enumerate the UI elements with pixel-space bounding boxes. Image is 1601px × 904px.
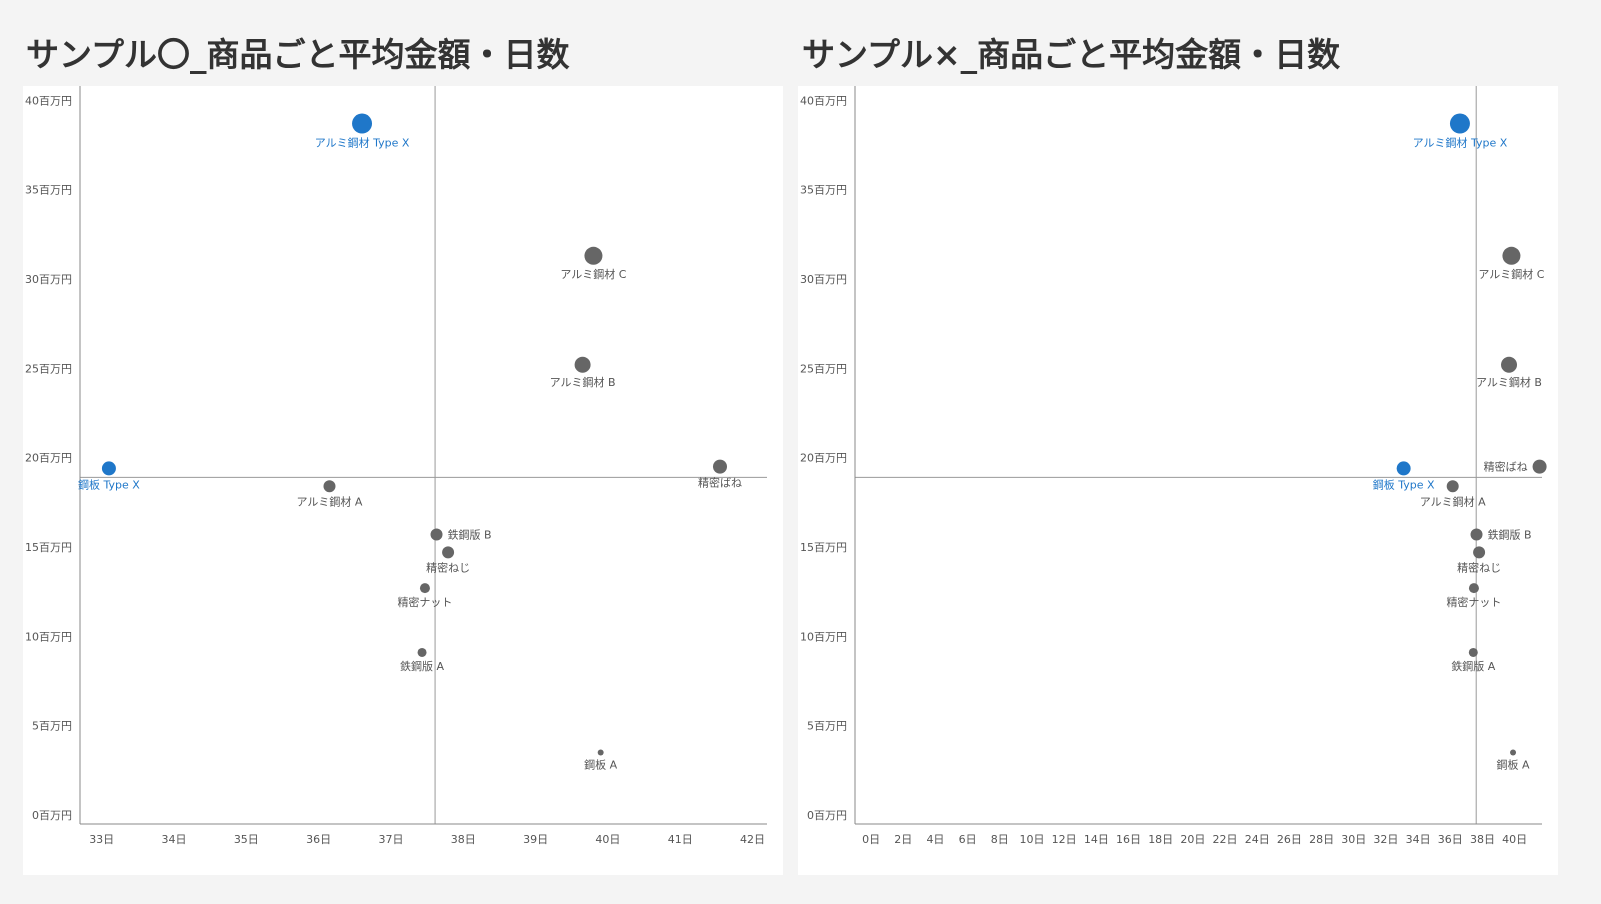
chart-2-x-tick-label: 28日: [1309, 833, 1334, 846]
chart-2-data-point: [1510, 749, 1517, 756]
chart-2-y-tick-label: 20百万円: [800, 452, 847, 465]
chart-1-data-point: [712, 459, 727, 474]
chart-2-data-point: [1396, 461, 1411, 476]
chart-2-data-label: アルミ鋼材 C: [1478, 267, 1544, 281]
chart-1-y-tick-label: 20百万円: [25, 452, 72, 465]
chart-2-data-label: 精密ばね: [1484, 460, 1528, 474]
chart-2-x-tick-label: 30日: [1341, 833, 1366, 846]
chart-1-data-label: 鋼板 A: [584, 758, 617, 772]
chart-2-data-point: [1449, 113, 1470, 134]
chart-1-y-tick-label: 35百万円: [25, 184, 72, 197]
chart-1-data-point: [442, 546, 455, 559]
chart-1-data-label: アルミ鋼材 Type X: [315, 136, 410, 150]
chart-2-data-point: [1473, 546, 1486, 559]
chart-1-x-tick-label: 34日: [162, 833, 187, 846]
chart-1-data-point: [323, 480, 336, 493]
chart-2-x-tick-label: 12日: [1052, 833, 1077, 846]
chart-2-data-label: 精密ナット: [1446, 595, 1501, 609]
chart-2-x-tick-label: 36日: [1438, 833, 1463, 846]
chart-2-x-tick-label: 10日: [1019, 833, 1044, 846]
chart-1-data-label: 鋼板 Type X: [78, 477, 140, 491]
chart-2-y-tick-label: 15百万円: [800, 541, 847, 554]
chart-1-data-point: [419, 583, 430, 594]
chart-2-data-point: [1446, 480, 1459, 493]
chart-2-data-point: [1468, 647, 1478, 657]
chart-2-x-tick-label: 40日: [1502, 833, 1527, 846]
chart-2-data-label: アルミ鋼材 A: [1420, 494, 1486, 508]
chart-1-data-point: [101, 461, 116, 476]
chart-1-scatter-plot: 0百万円 5百万円 10百万円 15百万円 20百万円 25百万円 30百万円 35百万円 40…: [25, 86, 767, 846]
chart-1-x-tick-label: 37日: [378, 833, 403, 846]
chart-1-card: 0百万円 5百万円 10百万円 15百万円 20百万円 25百万円 30百万円 35百万円 40…: [23, 86, 783, 875]
chart-1-data-point: [430, 528, 443, 541]
chart-1-y-tick-label: 15百万円: [25, 541, 72, 554]
chart-2-data-point: [1468, 583, 1479, 594]
chart-1-x-tick-label: 38日: [451, 833, 476, 846]
chart-2-data-label: 鉄鋼版 B: [1488, 528, 1532, 542]
chart-1-data-label: 鉄鋼版 A: [400, 659, 444, 673]
chart-2-data-label: アルミ鋼材 Type X: [1413, 136, 1508, 150]
chart-2-data-label: 鋼板 A: [1497, 758, 1530, 772]
chart-2-x-tick-label: 26日: [1277, 833, 1302, 846]
chart-1-data-point: [352, 113, 373, 134]
chart-1-y-tick-label: 25百万円: [25, 362, 72, 375]
chart-1-y-tick-label: 5百万円: [32, 720, 72, 733]
chart-1-data-label: アルミ鋼材 C: [560, 267, 626, 281]
chart-2-data-point: [1501, 356, 1518, 373]
chart-1-x-tick-label: 41日: [668, 833, 693, 846]
chart-2-card: 0百万円 5百万円 10百万円 15百万円 20百万円 25百万円 30百万円 35百万円 40…: [798, 86, 1558, 875]
chart-2-data-label: 鋼板 Type X: [1373, 477, 1435, 491]
chart-2-x-tick-label: 38日: [1470, 833, 1495, 846]
chart-1-y-tick-label: 40百万円: [25, 94, 72, 107]
chart-2-x-tick-label: 34日: [1406, 833, 1431, 846]
chart-1-data-point: [574, 356, 591, 373]
chart-2-data-label: アルミ鋼材 B: [1476, 375, 1542, 389]
chart-1-data-point: [597, 749, 604, 756]
chart-2-x-tick-label: 8日: [991, 833, 1009, 846]
chart-2-y-tick-label: 5百万円: [807, 720, 847, 733]
chart-1-data-label: アルミ鋼材 A: [297, 494, 363, 508]
chart-2-y-tick-label: 40百万円: [800, 94, 847, 107]
chart-1-data-label: 精密ねじ: [426, 560, 470, 574]
chart-2-title: サンプル×_商品ごと平均金額・日数: [802, 35, 1341, 74]
chart-2-x-tick-label: 2日: [894, 833, 912, 846]
chart-2-scatter-plot: 0百万円 5百万円 10百万円 15百万円 20百万円 25百万円 30百万円 35百万円 40…: [800, 86, 1547, 846]
chart-1-y-tick-label: 0百万円: [32, 809, 72, 822]
chart-2-data-point: [1502, 246, 1521, 265]
chart-2-data-label: 精密ねじ: [1457, 560, 1501, 574]
chart-1-y-tick-label: 30百万円: [25, 273, 72, 286]
chart-2-data-point: [1532, 459, 1547, 474]
chart-1-x-tick-label: 39日: [523, 833, 548, 846]
chart-1-data-label: 鉄鋼版 B: [448, 528, 492, 542]
chart-2-x-tick-label: 24日: [1245, 833, 1270, 846]
chart-2-x-tick-label: 22日: [1213, 833, 1238, 846]
chart-1-title: サンプル〇_商品ごと平均金額・日数: [26, 35, 570, 74]
chart-2-x-tick-label: 14日: [1084, 833, 1109, 846]
chart-1-data-label: アルミ鋼材 B: [550, 375, 616, 389]
chart-2-x-tick-label: 32日: [1373, 833, 1398, 846]
chart-2-x-tick-label: 20日: [1180, 833, 1205, 846]
chart-1-x-tick-label: 33日: [89, 833, 114, 846]
chart-1-data-point: [417, 647, 427, 657]
chart-1-x-tick-label: 40日: [595, 833, 620, 846]
chart-2-data-point: [1470, 528, 1483, 541]
chart-2-x-tick-label: 6日: [959, 833, 977, 846]
chart-2-x-tick-label: 16日: [1116, 833, 1141, 846]
chart-1-y-tick-label: 10百万円: [25, 630, 72, 643]
chart-1-data-label: 精密ばね: [698, 476, 742, 490]
chart-2-y-tick-label: 35百万円: [800, 184, 847, 197]
chart-2-y-tick-label: 25百万円: [800, 362, 847, 375]
chart-1-data-point: [584, 246, 603, 265]
chart-2-x-tick-label: 4日: [926, 833, 944, 846]
chart-1-x-tick-label: 42日: [740, 833, 765, 846]
chart-2-y-tick-label: 0百万円: [807, 809, 847, 822]
chart-1-x-tick-label: 36日: [306, 833, 331, 846]
chart-2-x-tick-label: 0日: [862, 833, 880, 846]
chart-2-x-tick-label: 18日: [1148, 833, 1173, 846]
chart-2-y-tick-label: 10百万円: [800, 630, 847, 643]
chart-1-x-tick-label: 35日: [234, 833, 259, 846]
chart-2-data-label: 鉄鋼版 A: [1451, 659, 1495, 673]
chart-2-y-tick-label: 30百万円: [800, 273, 847, 286]
chart-1-data-label: 精密ナット: [397, 595, 452, 609]
